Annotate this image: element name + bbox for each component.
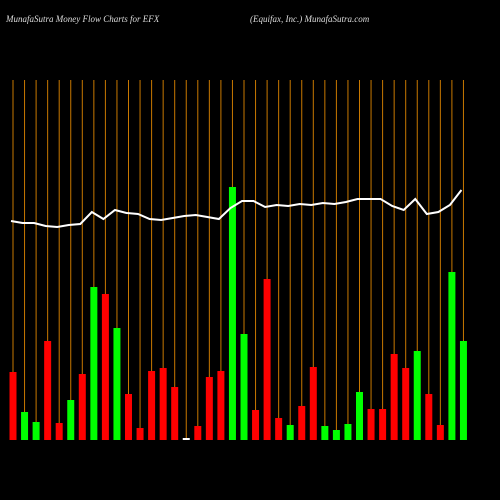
bar bbox=[101, 294, 109, 440]
bar bbox=[9, 372, 17, 440]
bar bbox=[402, 368, 410, 440]
bar bbox=[113, 328, 121, 440]
bar bbox=[21, 412, 29, 440]
bar bbox=[252, 410, 260, 440]
bar bbox=[332, 430, 340, 440]
bar bbox=[182, 438, 190, 440]
bar bbox=[217, 371, 225, 440]
bar bbox=[67, 400, 75, 440]
bar bbox=[298, 406, 306, 440]
bar bbox=[321, 426, 329, 440]
bar bbox=[228, 187, 236, 440]
bar bbox=[275, 418, 283, 440]
bar bbox=[240, 334, 248, 440]
bar bbox=[309, 367, 317, 440]
bar bbox=[125, 394, 132, 440]
bar bbox=[55, 423, 63, 440]
bar bbox=[356, 392, 363, 440]
bar bbox=[159, 368, 167, 440]
bar bbox=[136, 428, 144, 440]
bar bbox=[205, 377, 213, 440]
bar bbox=[459, 341, 467, 440]
bar bbox=[194, 426, 202, 440]
bar bbox=[44, 341, 52, 440]
bar bbox=[344, 424, 352, 440]
bar bbox=[171, 387, 179, 440]
bar bbox=[286, 425, 294, 440]
bar bbox=[448, 272, 456, 440]
chart-title: MunafaSutra Money Flow Charts for EFX bbox=[5, 14, 160, 24]
bar bbox=[90, 287, 98, 440]
bar bbox=[413, 351, 421, 440]
bar bbox=[425, 394, 433, 440]
bar bbox=[436, 425, 444, 440]
price-line bbox=[10, 189, 463, 229]
bar bbox=[263, 279, 271, 440]
bar bbox=[379, 409, 387, 440]
bar bbox=[148, 371, 156, 440]
bar bbox=[78, 374, 86, 440]
bar bbox=[367, 409, 375, 440]
chart-subtitle: (Equifax, Inc.) MunafaSutra.com bbox=[250, 14, 370, 24]
bar bbox=[32, 422, 40, 440]
bar bbox=[390, 354, 398, 440]
